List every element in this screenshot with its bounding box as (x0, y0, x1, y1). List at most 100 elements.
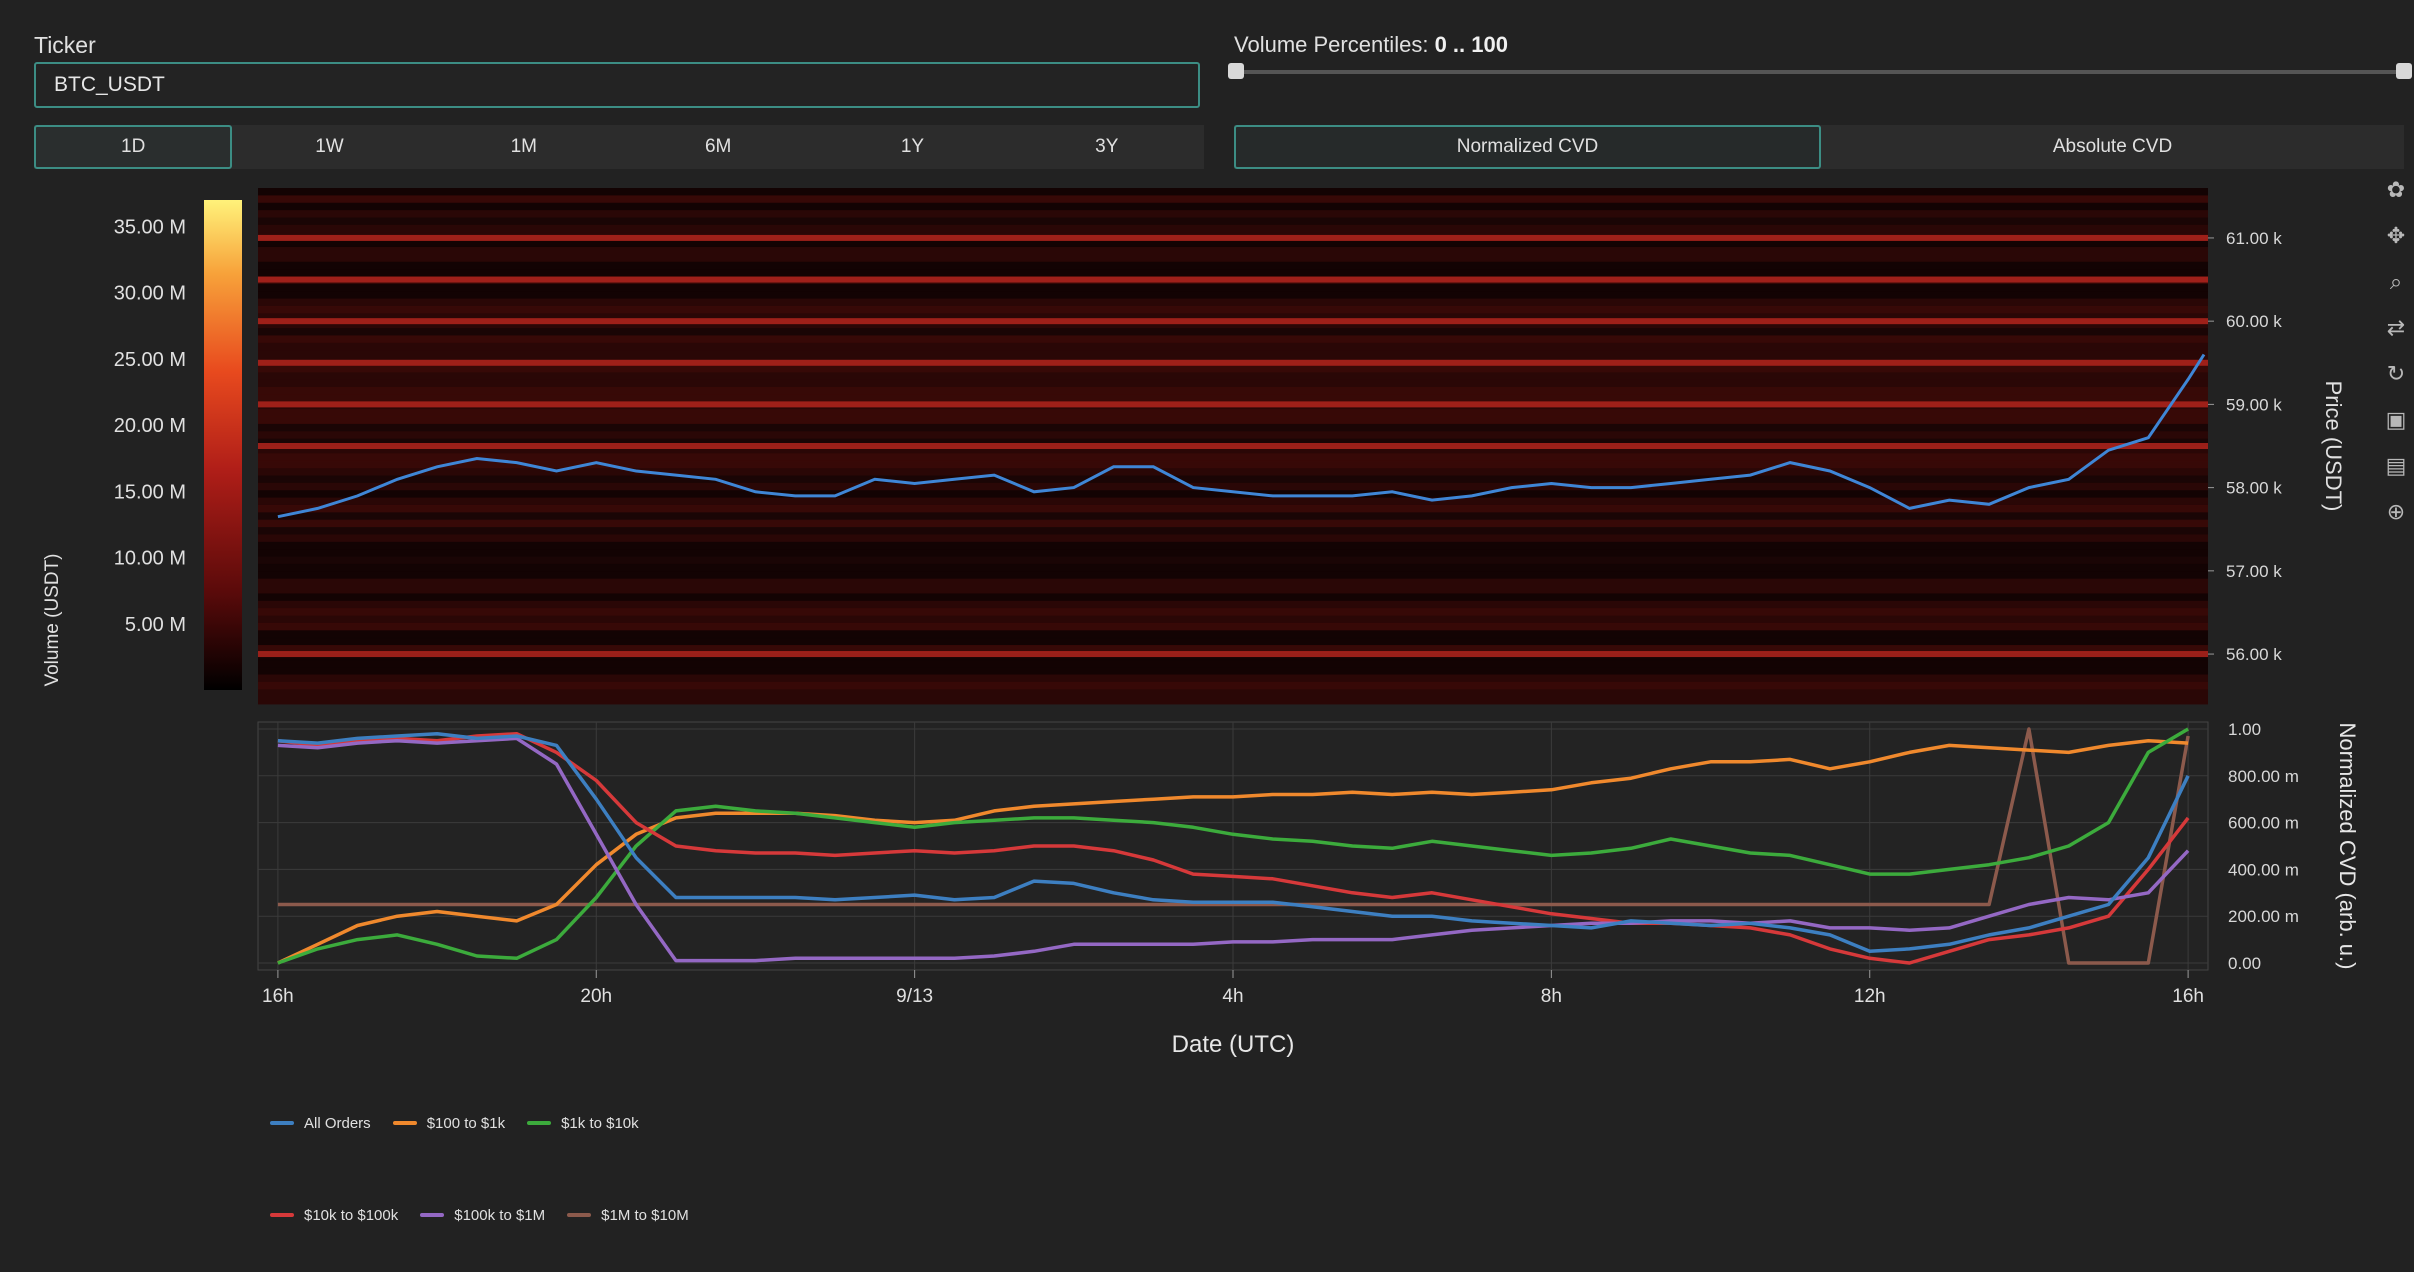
legend-row-1: All Orders $100 to $1k $1k to $10k (270, 1108, 870, 1138)
cvd-series-all-orders[interactable] (277, 731, 2190, 954)
heatmap-band (258, 350, 2208, 359)
legend-swatch (567, 1213, 592, 1217)
heatmap-band (258, 387, 2208, 395)
x-axis-title: Date (UTC) (1172, 1031, 1295, 1058)
cvd-series-100-1k[interactable] (277, 738, 2189, 965)
heatmap-band (258, 482, 2208, 491)
heatmap-band (258, 416, 2208, 425)
legend-swatch (270, 1121, 294, 1125)
plotly-logo-icon[interactable]: ✿ (2386, 177, 2406, 202)
legend-label: $100 to $1k (426, 1114, 506, 1132)
heatmap-band (258, 460, 2208, 469)
range-3y-button[interactable]: 3Y (1095, 136, 1119, 157)
heatmap-plot[interactable]: 56.00 k 57.00 k 58.00 k 59.00 k 60.00 k 61.00… (258, 188, 2346, 705)
x-tick-label: 20h (580, 986, 612, 1007)
cvd-series-10k-100k[interactable] (277, 731, 2190, 965)
pan-icon[interactable]: ✥ (2386, 223, 2406, 248)
heatmap-band (258, 446, 2208, 454)
zoom-icon[interactable]: ⌕ (2389, 269, 2403, 294)
legend-item-100k-1m[interactable]: $100k to $1M (420, 1207, 545, 1224)
slider-max-handle[interactable] (2396, 63, 2412, 79)
x-tick-label: 16h (2172, 986, 2204, 1007)
compare-icon[interactable]: ⇄ (2386, 315, 2406, 340)
heatmap-band (258, 217, 2208, 226)
heatmap-band (258, 453, 2208, 462)
cvd-tick-label: 200.00 m (2228, 907, 2299, 926)
legend-item-10k-100k[interactable]: $10k to $100k (270, 1207, 398, 1224)
colorbar-gradient (204, 200, 242, 690)
x-tick-label: 16h (262, 986, 294, 1007)
legend-item-all-orders[interactable]: All Orders (270, 1115, 371, 1132)
legend-swatch (270, 1213, 294, 1217)
slider-min-handle[interactable] (1228, 63, 1244, 79)
heatmap-band (258, 645, 2208, 653)
heatmap-level-band (258, 401, 2208, 408)
cvd-series-1m-10m[interactable] (277, 727, 2190, 965)
range-1d-button[interactable]: 1D (34, 125, 233, 169)
volume-percentiles-label: Volume Percentiles: 0 .. 100 (1234, 32, 1508, 58)
colorbar-tick-label: 20.00 M (114, 415, 186, 437)
volume-percentiles-slider[interactable] (1236, 70, 2404, 74)
legend-swatch (392, 1121, 417, 1125)
range-1m-button[interactable]: 1M (510, 136, 538, 157)
heatmap-band (258, 578, 2208, 587)
cvd-series-100k-1m[interactable] (277, 736, 2190, 963)
price-line (277, 353, 2206, 519)
range-1w-button[interactable]: 1W (315, 136, 344, 157)
volume-percentiles-title: Volume Percentiles: (1234, 32, 1429, 57)
heatmap-level-band (258, 234, 2208, 241)
legend-label: $10k to $100k (304, 1206, 399, 1224)
cvd-plot[interactable]: 0.00 200.00 m 400.00 m 600.00 m 800.00 m 1.00… (257, 720, 2360, 1058)
heatmap-band (258, 556, 2208, 565)
heatmap-band (258, 313, 2208, 322)
cvd-tick-label: 600.00 m (2228, 814, 2299, 833)
heatmap-band (258, 210, 2208, 218)
heatmap-band (258, 202, 2208, 211)
legend-label: All Orders (304, 1114, 371, 1132)
absolute-cvd-button[interactable]: Absolute CVD (2052, 136, 2173, 157)
heatmap-band (258, 512, 2208, 521)
x-tick-label: 4h (1222, 986, 1243, 1007)
heatmap-band (258, 291, 2208, 300)
spike-icon[interactable]: ⊕ (2386, 499, 2406, 524)
heatmap-band (258, 468, 2208, 476)
x-tick-label: 12h (1854, 986, 1886, 1007)
cvd-series-1k-10k[interactable] (277, 727, 2189, 965)
heatmap-band (258, 696, 2208, 705)
normalized-cvd-button[interactable]: Normalized CVD (1234, 125, 1821, 169)
heatmap-band (258, 379, 2208, 388)
cvd-mode-selector: Normalized CVD Absolute CVD (1234, 125, 2404, 169)
heatmap-band (258, 674, 2208, 683)
heatmap-band (258, 593, 2208, 602)
heatmap-band (258, 497, 2208, 506)
legend-item-100-1k[interactable]: $100 to $1k (392, 1114, 506, 1132)
range-6m-button[interactable]: 6M (704, 136, 732, 157)
heatmap-level-band (258, 443, 2208, 449)
reset-icon[interactable]: ↻ (2386, 361, 2406, 386)
colorbar-title: Volume (USDT) (42, 553, 63, 686)
heatmap-level-band (258, 276, 2208, 283)
hover-icon[interactable]: ▤ (2385, 453, 2407, 478)
colorbar-tick-label: 5.00 M (125, 614, 186, 636)
ticker-input[interactable] (34, 62, 1200, 108)
heatmap-band (258, 527, 2208, 535)
heatmap-band (258, 305, 2208, 314)
heatmap-band (258, 681, 2208, 690)
heatmap-band (258, 394, 2208, 403)
legend-item-1m-10m[interactable]: $1M to $10M (567, 1207, 689, 1224)
heatmap-band (258, 335, 2208, 344)
heatmap-band (258, 689, 2208, 698)
heatmap-band (258, 320, 2208, 329)
save-icon[interactable]: ▣ (2385, 407, 2407, 432)
legend-item-1k-10k[interactable]: $1k to $10k (527, 1115, 639, 1132)
legend-row-2: $10k to $100k $100k to $1M $1M to $10M (270, 1200, 870, 1230)
heatmap-level-band (258, 651, 2208, 658)
heatmap-band (258, 630, 2208, 639)
price-tick-label: 61.00 k (2226, 229, 2282, 248)
heatmap-band (258, 600, 2208, 609)
range-1y-button[interactable]: 1Y (900, 136, 925, 157)
heatmap-band (258, 246, 2208, 255)
heatmap-band (258, 504, 2208, 513)
heatmap-band (258, 615, 2208, 624)
colorbar-tick-label: 35.00 M (114, 216, 186, 238)
